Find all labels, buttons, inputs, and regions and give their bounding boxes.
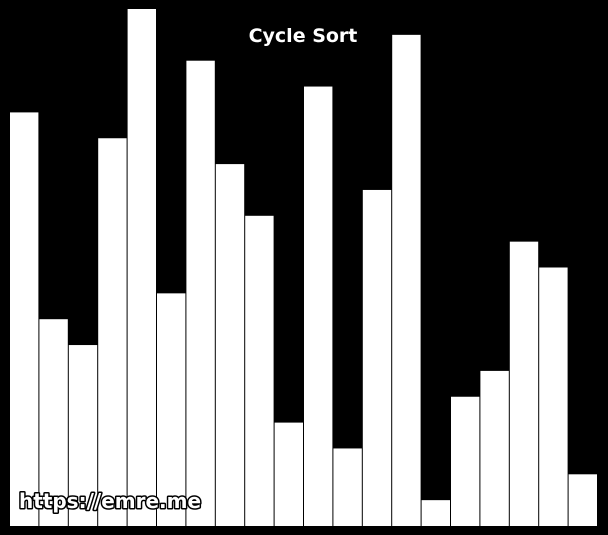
bar-11: [304, 86, 333, 527]
bar-12: [333, 448, 362, 526]
bars-group: [10, 9, 597, 527]
bar-20: [568, 474, 597, 526]
bar-13: [362, 189, 392, 526]
chart-title: Cycle Sort: [249, 25, 358, 47]
bar-15: [421, 500, 450, 526]
bar-9: [245, 215, 274, 527]
bar-2: [39, 319, 68, 526]
bar-19: [539, 267, 568, 526]
bar-18: [509, 241, 539, 526]
bar-8: [215, 164, 245, 526]
bar-16: [451, 396, 480, 526]
bar-4: [98, 138, 127, 526]
bar-10: [274, 422, 303, 526]
bar-7: [186, 60, 215, 526]
watermark-text: https://emre.me: [19, 489, 201, 513]
bar-6: [157, 293, 186, 526]
bar-17: [480, 370, 509, 526]
bar-14: [392, 34, 421, 526]
bar-5: [127, 9, 156, 526]
bar-1: [10, 112, 39, 527]
bar-3: [68, 345, 98, 526]
